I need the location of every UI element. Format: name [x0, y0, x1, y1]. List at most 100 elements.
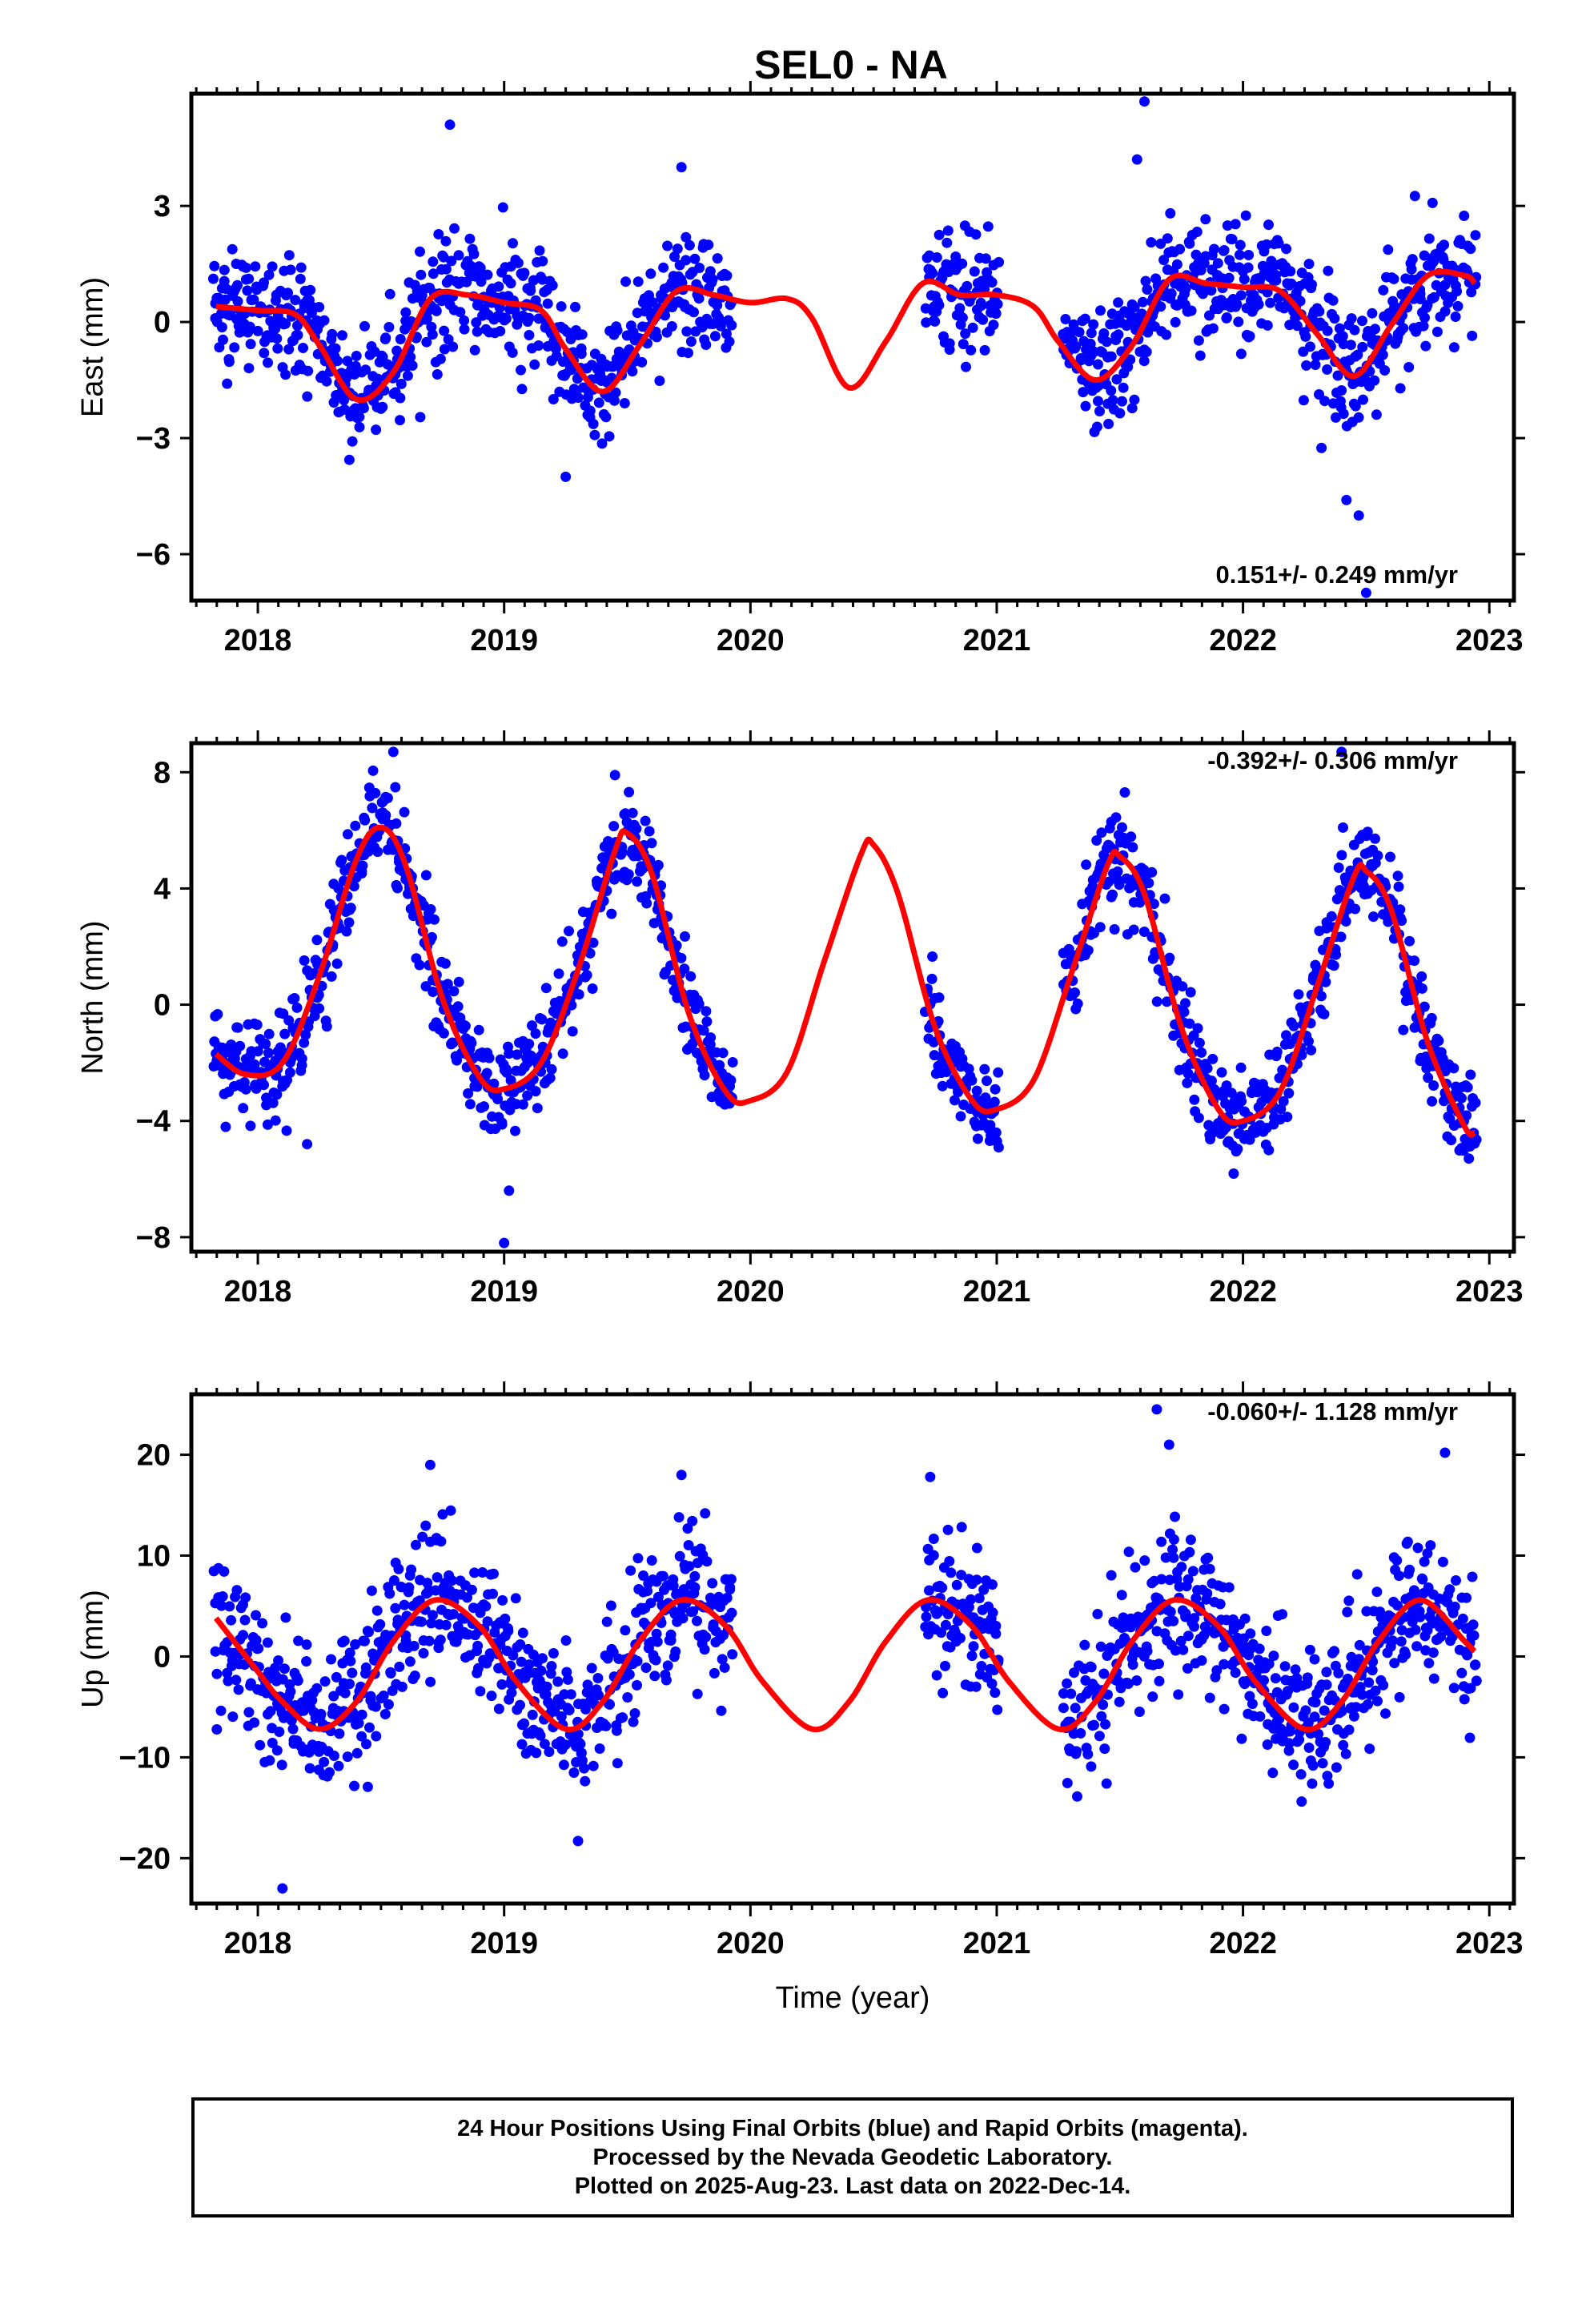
data-point [1338, 408, 1349, 420]
data-point [946, 1567, 957, 1578]
data-point [227, 243, 238, 255]
data-point [303, 365, 314, 376]
data-point [1164, 952, 1175, 963]
data-point [1467, 1571, 1478, 1582]
data-point [492, 1094, 504, 1104]
data-point [620, 1625, 631, 1636]
data-point [1395, 904, 1406, 915]
data-point [931, 252, 942, 263]
data-point [383, 322, 395, 332]
data-point [1394, 1570, 1404, 1582]
data-point [455, 307, 466, 318]
x-ticks [195, 81, 1512, 613]
data-point [961, 361, 971, 372]
data-point [1370, 324, 1380, 335]
data-point [249, 1717, 260, 1728]
data-point [950, 1095, 960, 1106]
data-point [500, 1613, 511, 1624]
data-point [469, 344, 480, 356]
data-point [486, 1691, 497, 1702]
data-point [351, 351, 362, 361]
x-tick-label: 2022 [1209, 1275, 1277, 1309]
data-point [1327, 295, 1339, 306]
data-point [1236, 1733, 1247, 1744]
data-point [632, 276, 644, 287]
data-point [1147, 1691, 1158, 1703]
data-point [662, 240, 673, 251]
data-point [1400, 1649, 1411, 1660]
data-point [363, 1626, 374, 1638]
data-point [395, 392, 406, 404]
data-point [482, 1616, 493, 1627]
data-point [301, 1639, 312, 1651]
y-tick-label: 0 [154, 989, 171, 1023]
data-point [1283, 1745, 1295, 1756]
data-point [480, 1601, 492, 1612]
data-point [1062, 1678, 1073, 1689]
data-point [472, 1663, 484, 1674]
data-point [1167, 1544, 1178, 1555]
data-point [692, 1688, 703, 1699]
data-point [588, 937, 599, 948]
data-point [620, 276, 631, 287]
data-point [971, 1574, 982, 1586]
x-tick-label: 2022 [1209, 1927, 1277, 1960]
data-point [459, 324, 470, 335]
data-point [1171, 259, 1182, 270]
data-point [644, 826, 655, 837]
data-point [1129, 302, 1140, 313]
data-point [990, 1687, 1001, 1699]
data-point [408, 1640, 420, 1651]
data-point [1342, 1673, 1353, 1684]
data-point [1182, 1068, 1194, 1080]
data-point [1092, 1609, 1103, 1619]
data-point [993, 1142, 1004, 1153]
data-point [1322, 1771, 1333, 1782]
data-point [725, 1574, 737, 1585]
data-point [452, 1055, 462, 1066]
data-point [1162, 233, 1173, 244]
data-point [497, 1594, 508, 1606]
data-point [954, 303, 966, 314]
data-point [371, 1701, 381, 1712]
data-point [685, 971, 697, 982]
data-point [1123, 1546, 1134, 1558]
data-point [452, 1001, 464, 1012]
data-point [371, 424, 382, 436]
data-point [494, 302, 505, 313]
data-point [372, 846, 383, 858]
data-point [1470, 230, 1481, 241]
data-point [219, 1566, 230, 1577]
data-point [611, 1725, 622, 1736]
data-point [1058, 1703, 1069, 1714]
data-point [990, 1127, 1002, 1138]
data-point [1155, 301, 1166, 312]
data-point [339, 1635, 350, 1647]
data-point [958, 339, 969, 350]
data-point [650, 1655, 661, 1666]
panel-east: 2018 2019 2020 2021 2022 2023 3 0 −3 −6 East (mm) 0… [76, 81, 1525, 657]
data-point [1166, 288, 1177, 300]
data-point [271, 1745, 283, 1756]
data-point [1305, 341, 1315, 352]
data-point [272, 343, 283, 354]
data-point [1285, 266, 1296, 277]
data-point [207, 273, 219, 284]
data-point [1130, 1562, 1141, 1573]
data-point [1206, 285, 1217, 296]
data-point [982, 221, 994, 232]
data-point [279, 1663, 290, 1675]
data-point [1190, 1593, 1202, 1604]
data-point [1239, 274, 1250, 285]
data-point [1081, 859, 1092, 870]
data-point [1189, 1613, 1200, 1624]
data-point [493, 1703, 504, 1715]
data-point [944, 338, 955, 349]
data-point [1277, 1609, 1288, 1620]
data-point [1288, 1020, 1299, 1031]
data-point [1159, 893, 1170, 904]
data-point [1263, 1144, 1275, 1156]
data-point [1182, 1630, 1194, 1642]
data-point [1116, 1590, 1127, 1601]
data-point [1079, 313, 1090, 324]
